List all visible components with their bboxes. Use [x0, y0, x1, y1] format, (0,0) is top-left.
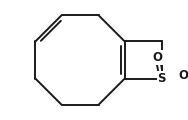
Text: S: S — [158, 72, 166, 85]
Text: O: O — [152, 51, 162, 64]
Text: O: O — [178, 69, 188, 82]
